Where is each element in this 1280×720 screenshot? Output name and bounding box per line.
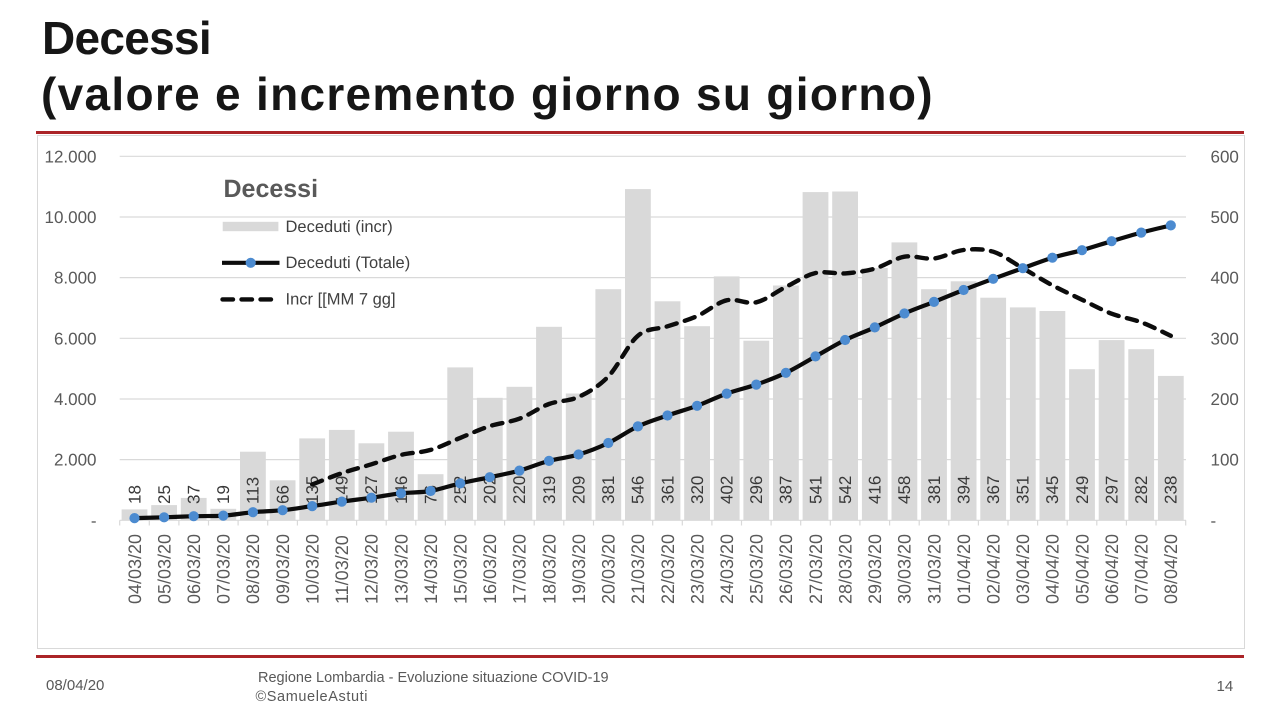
svg-text:Decessi: Decessi xyxy=(224,175,319,203)
svg-text:12.000: 12.000 xyxy=(45,147,97,166)
svg-text:Deceduti (incr): Deceduti (incr) xyxy=(286,218,393,236)
svg-text:16/03/20: 16/03/20 xyxy=(480,534,500,604)
svg-text:546: 546 xyxy=(629,476,648,504)
svg-text:238: 238 xyxy=(1162,476,1181,504)
svg-text:05/03/20: 05/03/20 xyxy=(154,534,174,604)
svg-text:500: 500 xyxy=(1211,208,1239,227)
svg-text:25/03/20: 25/03/20 xyxy=(747,534,767,604)
svg-text:297: 297 xyxy=(1102,476,1121,504)
svg-text:15/03/20: 15/03/20 xyxy=(451,534,471,604)
svg-text:30/03/20: 30/03/20 xyxy=(895,534,915,604)
svg-text:18: 18 xyxy=(125,485,144,504)
svg-text:367: 367 xyxy=(984,476,1003,504)
svg-text:04/03/20: 04/03/20 xyxy=(125,534,145,604)
svg-text:10.000: 10.000 xyxy=(45,208,97,227)
svg-text:10/03/20: 10/03/20 xyxy=(303,534,323,604)
svg-text:381: 381 xyxy=(599,476,618,504)
svg-text:05/04/20: 05/04/20 xyxy=(1072,534,1092,604)
svg-text:402: 402 xyxy=(718,476,737,504)
svg-text:08/03/20: 08/03/20 xyxy=(243,534,263,604)
svg-text:381: 381 xyxy=(925,476,944,504)
svg-text:01/04/20: 01/04/20 xyxy=(954,534,974,604)
svg-text:09/03/20: 09/03/20 xyxy=(273,534,293,604)
svg-text:18/03/20: 18/03/20 xyxy=(539,534,559,604)
svg-text:458: 458 xyxy=(895,476,914,504)
svg-text:03/04/20: 03/04/20 xyxy=(1013,534,1033,604)
svg-text:600: 600 xyxy=(1211,147,1239,166)
svg-text:282: 282 xyxy=(1132,476,1151,504)
svg-text:07/04/20: 07/04/20 xyxy=(1132,534,1152,604)
svg-text:202: 202 xyxy=(481,476,500,504)
svg-text:113: 113 xyxy=(244,477,263,504)
svg-text:Deceduti (Totale): Deceduti (Totale) xyxy=(286,254,411,272)
svg-text:66: 66 xyxy=(273,485,292,504)
svg-text:4.000: 4.000 xyxy=(54,390,97,409)
svg-text:100: 100 xyxy=(1211,451,1239,470)
svg-text:416: 416 xyxy=(866,476,885,504)
svg-text:20/03/20: 20/03/20 xyxy=(599,534,619,604)
svg-text:209: 209 xyxy=(569,476,588,504)
svg-text:27/03/20: 27/03/20 xyxy=(806,534,826,604)
svg-text:37: 37 xyxy=(185,485,204,504)
svg-text:12/03/20: 12/03/20 xyxy=(362,534,382,604)
svg-text:31/03/20: 31/03/20 xyxy=(924,534,944,604)
svg-text:-: - xyxy=(1211,511,1217,530)
svg-text:06/04/20: 06/04/20 xyxy=(1102,534,1122,604)
svg-text:29/03/20: 29/03/20 xyxy=(865,534,885,604)
svg-text:-: - xyxy=(91,511,97,530)
svg-text:24/03/20: 24/03/20 xyxy=(717,534,737,604)
svg-text:345: 345 xyxy=(1043,476,1062,504)
svg-text:08/04/20: 08/04/20 xyxy=(1161,534,1181,604)
svg-text:14/03/20: 14/03/20 xyxy=(421,534,441,604)
svg-text:19/03/20: 19/03/20 xyxy=(569,534,589,604)
svg-text:26/03/20: 26/03/20 xyxy=(776,534,796,604)
svg-text:394: 394 xyxy=(954,476,973,504)
svg-text:04/04/20: 04/04/20 xyxy=(1043,534,1063,604)
svg-text:200: 200 xyxy=(1211,390,1239,409)
svg-text:06/03/20: 06/03/20 xyxy=(184,534,204,604)
svg-text:2.000: 2.000 xyxy=(54,451,97,470)
svg-text:17/03/20: 17/03/20 xyxy=(510,534,530,604)
svg-text:02/04/20: 02/04/20 xyxy=(984,534,1004,604)
svg-text:387: 387 xyxy=(777,476,796,504)
svg-text:22/03/20: 22/03/20 xyxy=(658,534,678,604)
svg-text:400: 400 xyxy=(1211,269,1239,288)
svg-text:8.000: 8.000 xyxy=(54,269,97,288)
svg-text:319: 319 xyxy=(540,476,559,504)
svg-text:149: 149 xyxy=(333,476,352,504)
svg-text:541: 541 xyxy=(806,476,825,504)
svg-text:11/03/20: 11/03/20 xyxy=(332,535,352,604)
svg-text:249: 249 xyxy=(1073,476,1092,504)
svg-text:320: 320 xyxy=(688,476,707,504)
svg-text:07/03/20: 07/03/20 xyxy=(214,534,234,604)
svg-text:361: 361 xyxy=(658,476,677,504)
svg-text:23/03/20: 23/03/20 xyxy=(687,534,707,604)
svg-text:19: 19 xyxy=(214,485,233,504)
svg-text:13/03/20: 13/03/20 xyxy=(391,534,411,604)
svg-text:21/03/20: 21/03/20 xyxy=(628,534,648,604)
svg-text:542: 542 xyxy=(836,476,855,504)
svg-text:Incr [[MM 7 gg]: Incr [[MM 7 gg] xyxy=(286,291,396,309)
svg-text:351: 351 xyxy=(1014,476,1033,504)
svg-text:300: 300 xyxy=(1211,329,1239,348)
svg-text:28/03/20: 28/03/20 xyxy=(835,534,855,604)
svg-text:6.000: 6.000 xyxy=(54,329,97,348)
svg-text:25: 25 xyxy=(155,485,174,504)
svg-text:220: 220 xyxy=(510,476,529,504)
svg-text:296: 296 xyxy=(747,476,766,504)
